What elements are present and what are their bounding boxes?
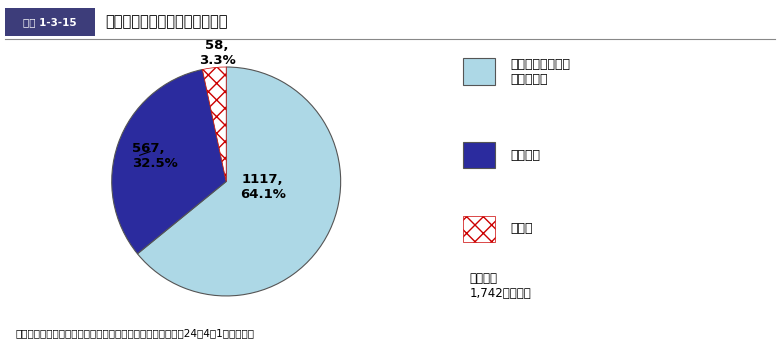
Wedge shape	[203, 67, 226, 181]
Wedge shape	[112, 69, 226, 254]
Wedge shape	[137, 67, 341, 296]
Bar	[463, 142, 495, 169]
Text: 未着手: 未着手	[510, 222, 533, 235]
Text: 整備途中: 整備途中	[510, 149, 540, 162]
Text: 58,
3.3%: 58, 3.3%	[199, 39, 236, 67]
Text: 567,
32.5%: 567, 32.5%	[133, 142, 178, 170]
Text: 図表 1-3-15: 図表 1-3-15	[23, 17, 76, 27]
Bar	[463, 59, 495, 85]
Text: 災害時要援護者名簿の整備状況: 災害時要援護者名簿の整備状況	[105, 14, 228, 29]
Bar	[463, 216, 495, 242]
Text: 出典：消防庁「災害時要援護者の避難対策の調査結果（平成24年4月1日現在）」: 出典：消防庁「災害時要援護者の避難対策の調査結果（平成24年4月1日現在）」	[16, 328, 254, 338]
Text: 全体の名簿を整備
し、更新中: 全体の名簿を整備 し、更新中	[510, 58, 570, 86]
Text: 1117,
64.1%: 1117, 64.1%	[240, 173, 285, 201]
Bar	[5, 8, 95, 36]
Text: 調査対象
1,742市区町村: 調査対象 1,742市区町村	[470, 272, 531, 300]
